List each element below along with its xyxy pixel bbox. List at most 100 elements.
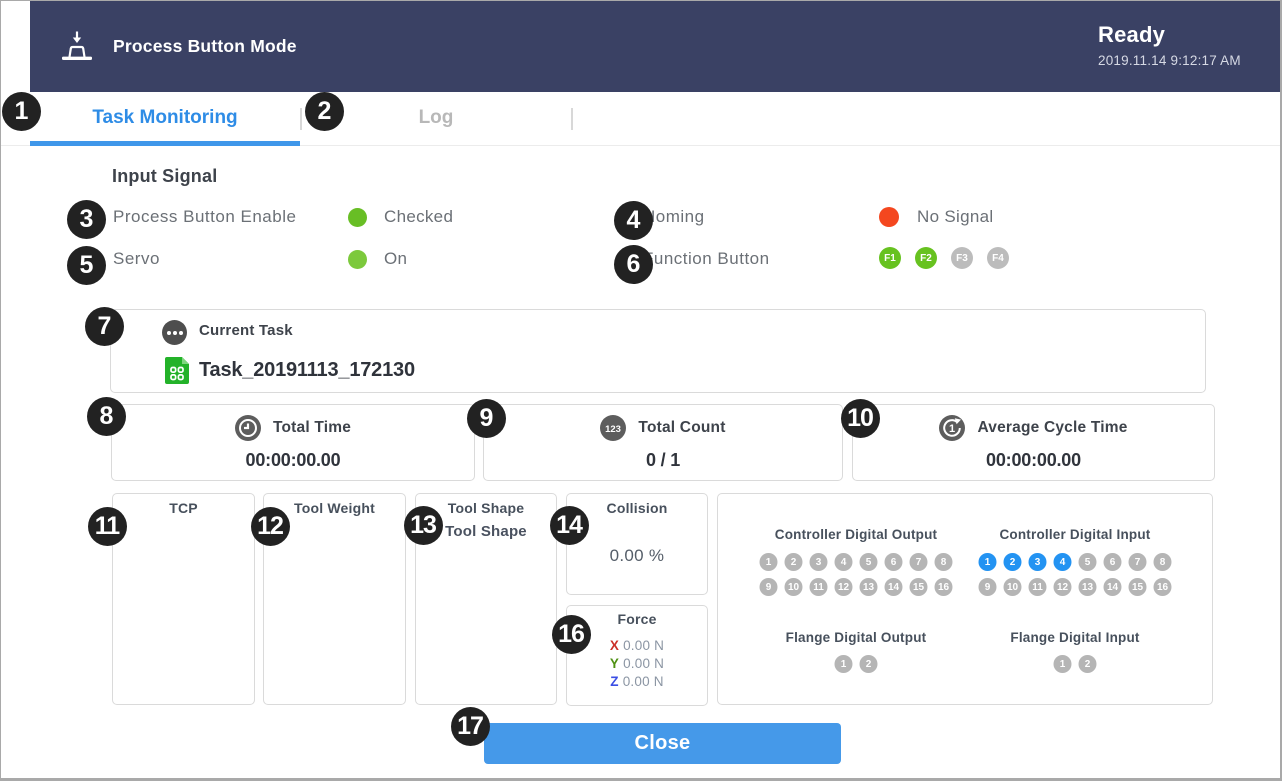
flange-input-circle-2: 2	[1078, 655, 1097, 673]
callout-12: 12	[250, 506, 290, 546]
controller-output-circle-4: 4	[834, 553, 853, 571]
function-button-f1-indicator: F1	[879, 247, 901, 269]
force-rows: X 0.00 N Y 0.00 N Z 0.00 N	[567, 637, 707, 691]
collision-box: Collision 0.00 %	[566, 493, 708, 595]
clock-icon	[234, 415, 261, 441]
task-file-icon	[165, 357, 189, 384]
homing-indicator	[879, 207, 899, 227]
controller-output-circle-3: 3	[809, 553, 828, 571]
svg-text:123: 123	[605, 424, 621, 435]
collision-title: Collision	[606, 500, 668, 516]
total-time-value: 00:00:00.00	[245, 450, 341, 470]
callout-8: 8	[86, 396, 126, 436]
controller-output-circle-5: 5	[859, 553, 878, 571]
controller-digital-output-row-2: 9 10 11 12 13 14 15 16	[759, 578, 953, 596]
controller-output-circle-2: 2	[784, 553, 803, 571]
callout-6: 6	[613, 244, 653, 284]
flange-digital-input-title: Flange Digital Input	[1010, 630, 1140, 645]
tab-separator	[571, 108, 573, 130]
force-x-row: X 0.00 N	[609, 638, 665, 653]
controller-input-circle-2: 2	[1003, 553, 1022, 571]
active-tab-underline	[30, 141, 300, 146]
controller-output-circle-12: 12	[834, 578, 853, 596]
ellipsis-icon	[162, 320, 187, 345]
tcp-box: TCP	[112, 493, 255, 705]
force-z-row: Z 0.00 N	[610, 674, 664, 689]
function-button-f2-indicator: F2	[915, 247, 937, 269]
total-count-box: 123 Total Count 0 / 1	[483, 404, 843, 481]
controller-output-circle-13: 13	[859, 578, 878, 596]
controller-input-circle-9: 9	[978, 578, 997, 596]
flange-digital-output-title: Flange Digital Output	[785, 630, 927, 645]
current-task-name: Task_20191113_172130	[199, 359, 415, 381]
tab-bar: Task Monitoring Log	[1, 92, 1281, 146]
controller-output-circle-1: 1	[759, 553, 778, 571]
tab-separator	[300, 108, 302, 130]
count-123-icon: 123	[600, 415, 627, 441]
callout-10: 10	[840, 398, 880, 438]
controller-output-circle-16: 16	[934, 578, 953, 596]
collision-value: 0.00 %	[609, 546, 665, 565]
force-y-row: Y 0.00 N	[609, 656, 665, 671]
cycle-time-icon: 1	[939, 415, 966, 441]
callout-2: 2	[304, 91, 344, 131]
force-box: Force X 0.00 N Y 0.00 N Z 0.00 N	[566, 605, 708, 706]
controller-input-circle-3: 3	[1028, 553, 1047, 571]
force-title: Force	[617, 611, 657, 627]
current-task-label: Current Task	[199, 322, 293, 339]
controller-output-circle-10: 10	[784, 578, 803, 596]
average-cycle-time-value: 00:00:00.00	[986, 450, 1081, 470]
robot-status: Ready	[1098, 22, 1166, 47]
callout-7: 7	[84, 306, 124, 346]
controller-input-circle-10: 10	[1003, 578, 1022, 596]
controller-input-circle-4: 4	[1053, 553, 1072, 571]
controller-output-circle-15: 15	[909, 578, 928, 596]
title-bar: Process Button Mode Ready 2019.11.14 9:1…	[30, 1, 1280, 92]
total-count-label: Total Count	[638, 419, 726, 436]
flange-output-circle-1: 1	[834, 655, 853, 673]
tool-shape-value: Tool Shape	[445, 523, 527, 540]
controller-input-circle-8: 8	[1153, 553, 1172, 571]
controller-input-circle-13: 13	[1078, 578, 1097, 596]
tab-task-monitoring[interactable]: Task Monitoring	[92, 107, 238, 128]
current-task-box: Current Task Task_20191113_172130	[110, 309, 1206, 393]
total-time-label: Total Time	[272, 419, 352, 436]
callout-3: 3	[66, 199, 106, 239]
process-button-enable-value: Checked	[384, 207, 454, 226]
controller-digital-output-title: Controller Digital Output	[774, 527, 938, 542]
tcp-title: TCP	[169, 500, 198, 516]
process-button-enable-indicator	[348, 208, 367, 227]
controller-input-circle-12: 12	[1053, 578, 1072, 596]
controller-input-circle-14: 14	[1103, 578, 1122, 596]
total-count-value: 0 / 1	[645, 450, 681, 470]
status-block: Ready 2019.11.14 9:12:17 AM	[1098, 22, 1241, 68]
controller-input-circle-5: 5	[1078, 553, 1097, 571]
callout-14: 14	[549, 505, 589, 545]
servo-indicator	[348, 250, 367, 269]
servo-value: On	[384, 249, 408, 268]
controller-input-circle-15: 15	[1128, 578, 1147, 596]
controller-input-circle-16: 16	[1153, 578, 1172, 596]
total-time-box: Total Time 00:00:00.00	[111, 404, 475, 481]
function-button-f3-indicator: F3	[951, 247, 973, 269]
callout-4: 4	[613, 200, 653, 240]
flange-output-circle-2: 2	[859, 655, 878, 673]
tab-log[interactable]: Log	[418, 107, 454, 128]
callout-1: 1	[1, 91, 41, 131]
average-cycle-time-box: 1 Average Cycle Time 00:00:00.00	[852, 404, 1215, 481]
homing-label: Homing	[643, 207, 705, 226]
status-datetime: 2019.11.14 9:12:17 AM	[1098, 53, 1241, 68]
close-button[interactable]: Close	[484, 723, 841, 764]
controller-input-circle-6: 6	[1103, 553, 1122, 571]
svg-text:1: 1	[949, 423, 955, 435]
function-buttons: F1 F2 F3 F4	[879, 247, 1009, 269]
controller-digital-input-row-2: 9 10 11 12 13 14 15 16	[978, 578, 1172, 596]
input-signal-heading: Input Signal	[112, 166, 218, 186]
flange-input-circle-1: 1	[1053, 655, 1072, 673]
callout-9: 9	[466, 398, 506, 438]
controller-output-circle-6: 6	[884, 553, 903, 571]
